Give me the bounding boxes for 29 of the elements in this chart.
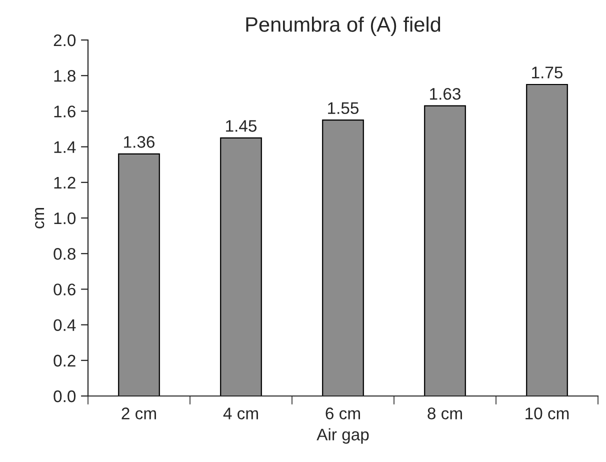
y-tick-label: 1.4 (54, 141, 76, 153)
bar (118, 153, 160, 396)
y-tick-label: 0.6 (54, 284, 76, 296)
data-label: 1.45 (226, 120, 257, 132)
data-label: 1.75 (532, 66, 563, 78)
x-tick-label: 8 cm (428, 408, 462, 420)
data-label: 1.63 (430, 88, 460, 100)
x-tick-label: 10 cm (526, 408, 569, 420)
y-tick-label: 2.0 (54, 34, 76, 46)
y-axis-title: cm (35, 208, 44, 228)
data-label: 1.55 (328, 102, 359, 114)
chart-title: Penumbra of (A) field (246, 16, 440, 36)
bar (220, 137, 262, 396)
y-tick-label: 0.0 (54, 390, 76, 402)
bar (424, 105, 466, 396)
x-axis-title: Air gap (316, 428, 369, 444)
x-tick-label: 4 cm (223, 408, 258, 420)
x-tick-label: 2 cm (122, 408, 156, 420)
bar (526, 84, 568, 396)
y-tick-label: 0.4 (54, 319, 76, 332)
y-tick-label: 0.2 (54, 354, 76, 367)
y-tick-label: 0.8 (54, 248, 76, 260)
y-tick-label: 1.2 (54, 176, 76, 188)
x-tick-label: 6 cm (326, 408, 360, 420)
y-tick-label: 1.0 (54, 212, 76, 224)
data-label: 1.36 (124, 136, 154, 148)
bar (322, 120, 364, 396)
y-tick-label: 1.6 (54, 106, 76, 118)
y-tick-label: 1.8 (54, 70, 76, 82)
